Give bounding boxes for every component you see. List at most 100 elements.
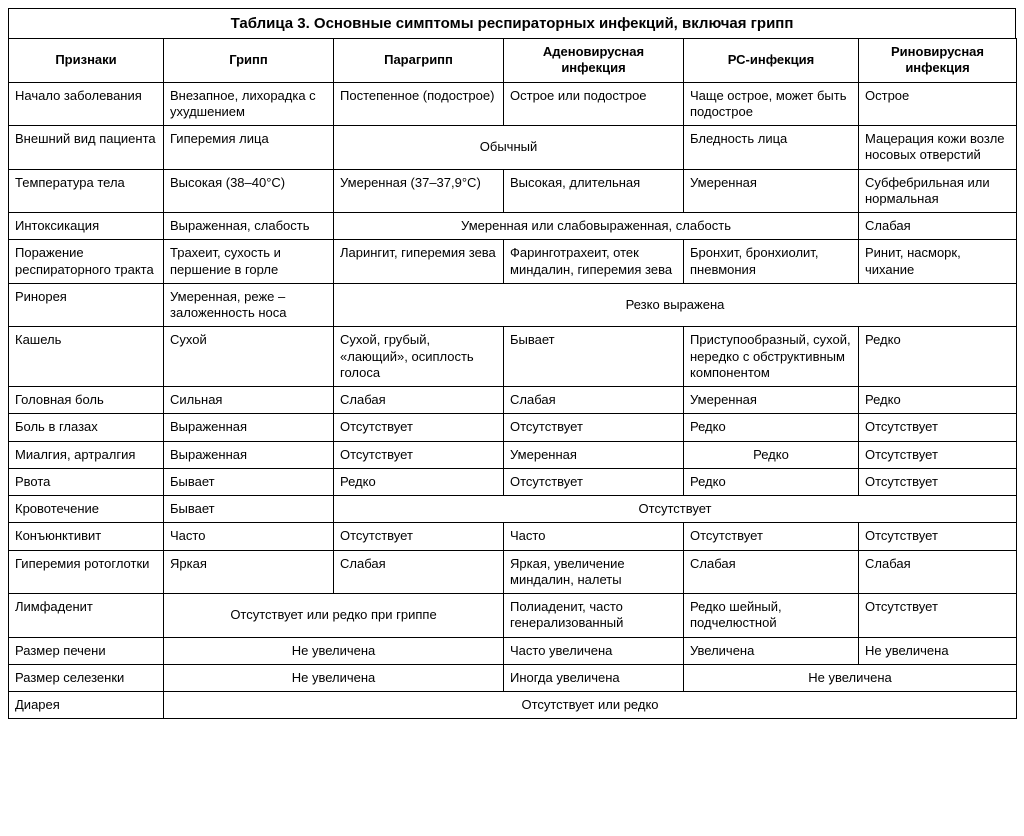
cell: Размер печени (9, 637, 164, 664)
cell: Ринорея (9, 283, 164, 327)
table-row: Размер печени Не увеличена Часто увеличе… (9, 637, 1017, 664)
cell: Интоксикация (9, 213, 164, 240)
cell: Отсутствует (334, 441, 504, 468)
cell: Диарея (9, 692, 164, 719)
cell: Рвота (9, 468, 164, 495)
cell: Сухой, грубый, «лающий», осиплость голос… (334, 327, 504, 387)
cell: Высокая (38–40°C) (164, 169, 334, 213)
cell: Бывает (164, 468, 334, 495)
cell: Не увеличена (859, 637, 1017, 664)
cell: Редко (859, 387, 1017, 414)
cell: Отсутствует (334, 496, 1017, 523)
cell: Яркая, увеличение миндалин, налеты (504, 550, 684, 594)
cell: Увеличена (684, 637, 859, 664)
cell: Гиперемия ротоглотки (9, 550, 164, 594)
cell: Не увеличена (164, 664, 504, 691)
cell: Редко (859, 327, 1017, 387)
cell: Слабая (334, 387, 504, 414)
cell: Бледность лица (684, 126, 859, 170)
cell: Часто увеличена (504, 637, 684, 664)
cell: Яркая (164, 550, 334, 594)
cell: Острое (859, 82, 1017, 126)
table-row: Головная боль Сильная Слабая Слабая Умер… (9, 387, 1017, 414)
cell: Выраженная, слабость (164, 213, 334, 240)
table-row: Температура тела Высокая (38–40°C) Умере… (9, 169, 1017, 213)
cell: Умеренная (684, 169, 859, 213)
cell: Редко (684, 414, 859, 441)
cell: Отсутствует (334, 523, 504, 550)
col-header: РС-инфекция (684, 39, 859, 83)
cell: Выраженная (164, 414, 334, 441)
cell: Часто (164, 523, 334, 550)
cell: Трахеит, сухость и першение в горле (164, 240, 334, 284)
cell: Редко (684, 468, 859, 495)
cell: Не увеличена (164, 637, 504, 664)
cell: Лимфаденит (9, 594, 164, 638)
cell: Слабая (334, 550, 504, 594)
table-row: Миалгия, артралгия Выраженная Отсутствуе… (9, 441, 1017, 468)
table-row: Рвота Бывает Редко Отсутствует Редко Отс… (9, 468, 1017, 495)
table-row: Размер селезенки Не увеличена Иногда уве… (9, 664, 1017, 691)
cell: Редко (684, 441, 859, 468)
cell: Сухой (164, 327, 334, 387)
col-header: Признаки (9, 39, 164, 83)
table-row: Внешний вид пациента Гиперемия лица Обыч… (9, 126, 1017, 170)
cell: Отсутствует или редко при гриппе (164, 594, 504, 638)
cell: Слабая (504, 387, 684, 414)
table-row: Кашель Сухой Сухой, грубый, «лающий», ос… (9, 327, 1017, 387)
cell: Ларингит, гиперемия зева (334, 240, 504, 284)
cell: Отсутствует (859, 523, 1017, 550)
col-header: Грипп (164, 39, 334, 83)
cell: Обычный (334, 126, 684, 170)
table-row: Лимфаденит Отсутствует или редко при гри… (9, 594, 1017, 638)
cell: Отсутствует (859, 468, 1017, 495)
cell: Отсутствует (859, 594, 1017, 638)
cell: Постепенное (подострое) (334, 82, 504, 126)
cell: Поражение респираторного тракта (9, 240, 164, 284)
table-row: Конъюнктивит Часто Отсутствует Часто Отс… (9, 523, 1017, 550)
cell: Высокая, длительная (504, 169, 684, 213)
cell: Чаще острое, может быть подострое (684, 82, 859, 126)
cell: Температура тела (9, 169, 164, 213)
table-title: Таблица 3. Основные симптомы респираторн… (8, 8, 1016, 38)
cell: Слабая (684, 550, 859, 594)
cell: Внешний вид пациента (9, 126, 164, 170)
cell: Отсутствует или редко (164, 692, 1017, 719)
cell: Начало заболевания (9, 82, 164, 126)
cell: Часто (504, 523, 684, 550)
col-header: Риновирусная инфекция (859, 39, 1017, 83)
col-header: Аденовирусная инфекция (504, 39, 684, 83)
cell: Отсутствует (859, 414, 1017, 441)
cell: Размер селезенки (9, 664, 164, 691)
cell: Острое или подострое (504, 82, 684, 126)
cell: Головная боль (9, 387, 164, 414)
cell: Умеренная, реже – заложенность носа (164, 283, 334, 327)
cell: Отсутствует (334, 414, 504, 441)
cell: Сильная (164, 387, 334, 414)
cell: Гиперемия лица (164, 126, 334, 170)
cell: Умеренная (684, 387, 859, 414)
table-header-row: Признаки Грипп Парагрипп Аденовирусная и… (9, 39, 1017, 83)
cell: Приступообразный, сухой, нередко с обстр… (684, 327, 859, 387)
cell: Ринит, насморк, чихание (859, 240, 1017, 284)
cell: Фаринготрахеит, отек миндалин, гиперемия… (504, 240, 684, 284)
cell: Отсутствует (684, 523, 859, 550)
cell: Слабая (859, 550, 1017, 594)
cell: Отсутствует (504, 414, 684, 441)
table-row: Боль в глазах Выраженная Отсутствует Отс… (9, 414, 1017, 441)
cell: Кашель (9, 327, 164, 387)
cell: Редко (334, 468, 504, 495)
cell: Умеренная или слабовыраженная, слабость (334, 213, 859, 240)
cell: Бывает (504, 327, 684, 387)
table-row: Начало заболевания Внезапное, лихорадка … (9, 82, 1017, 126)
cell: Бывает (164, 496, 334, 523)
table-row: Гиперемия ротоглотки Яркая Слабая Яркая,… (9, 550, 1017, 594)
cell: Не увеличена (684, 664, 1017, 691)
cell: Иногда увеличена (504, 664, 684, 691)
table-row: Диарея Отсутствует или редко (9, 692, 1017, 719)
col-header: Парагрипп (334, 39, 504, 83)
cell: Конъюнктивит (9, 523, 164, 550)
cell: Мацерация кожи возле носовых отверстий (859, 126, 1017, 170)
cell: Внезапное, лихорадка с ухудшением (164, 82, 334, 126)
cell: Бронхит, бронхиолит, пневмония (684, 240, 859, 284)
